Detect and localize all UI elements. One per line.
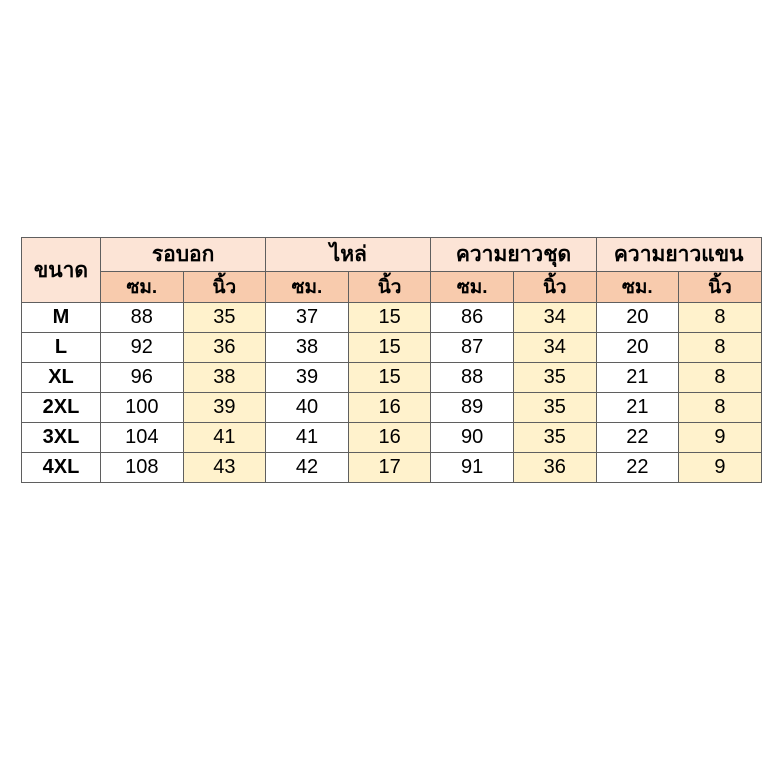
value-cell-cm: 91 [430,452,514,483]
value-cell-cm: 100 [100,392,184,423]
value-cell-inch: 8 [678,302,762,333]
value-cell-cm: 92 [100,332,184,363]
value-cell-inch: 16 [347,392,432,423]
value-cell-cm: 104 [100,422,184,453]
value-cell-cm: 39 [265,362,349,393]
value-cell-inch: 9 [678,452,762,483]
value-cell-cm: 86 [430,302,514,333]
size-cell: XL [21,362,101,393]
value-cell-cm: 87 [430,332,514,363]
value-cell-inch: 8 [678,392,762,423]
value-cell-inch: 9 [678,422,762,453]
size-cell: M [21,302,101,333]
table-row: XL 96 38 39 15 88 35 21 8 [21,362,762,393]
value-cell-cm: 21 [595,362,680,393]
group-header-row: ขนาด รอบอก ไหล่ ความยาวชุด ความยาวแขน [21,237,762,303]
unit-header-inch: นิ้ว [678,271,762,303]
value-cell-cm: 90 [430,422,514,453]
unit-header-row: ซม. นิ้ว ซม. นิ้ว ซม. นิ้ว ซม. นิ้ว [22,271,762,303]
value-cell-inch: 35 [512,392,597,423]
value-cell-inch: 35 [512,422,597,453]
value-cell-inch: 35 [182,302,267,333]
size-column-header: ขนาด [21,237,101,303]
size-cell: 4XL [21,452,101,483]
value-cell-inch: 15 [347,362,432,393]
table-row: M 88 35 37 15 86 34 20 8 [21,302,762,333]
value-cell-cm: 88 [430,362,514,393]
value-cell-cm: 38 [265,332,349,363]
group-header-chest: รอบอก [99,237,267,272]
value-cell-cm: 89 [430,392,514,423]
size-chart: ขนาด รอบอก ไหล่ ความยาวชุด ความยาวแขน ซม… [21,237,762,483]
value-cell-inch: 39 [182,392,267,423]
unit-header-inch: นิ้ว [347,271,432,303]
value-cell-inch: 15 [347,332,432,363]
value-cell-cm: 108 [100,452,184,483]
unit-header-inch: นิ้ว [512,271,597,303]
value-cell-cm: 40 [265,392,349,423]
unit-header-cm: ซม. [430,271,514,303]
value-cell-cm: 42 [265,452,349,483]
unit-header-inch: นิ้ว [182,271,267,303]
value-cell-cm: 20 [595,302,680,333]
size-chart-table: ขนาด รอบอก ไหล่ ความยาวชุด ความยาวแขน ซม… [21,237,762,483]
value-cell-inch: 35 [512,362,597,393]
value-cell-cm: 88 [100,302,184,333]
unit-header-cm: ซม. [595,271,680,303]
size-cell: 3XL [21,422,101,453]
value-cell-inch: 34 [512,332,597,363]
value-cell-inch: 43 [182,452,267,483]
unit-header-cm: ซม. [265,271,349,303]
table-row: 4XL 108 43 42 17 91 36 22 9 [21,452,762,483]
value-cell-inch: 36 [512,452,597,483]
value-cell-cm: 41 [265,422,349,453]
value-cell-cm: 96 [100,362,184,393]
table-row: L 92 36 38 15 87 34 20 8 [21,332,762,363]
table-row: 3XL 104 41 41 16 90 35 22 9 [21,422,762,453]
group-header-dress-length: ความยาวชุด [430,237,597,272]
value-cell-cm: 22 [595,452,680,483]
value-cell-inch: 34 [512,302,597,333]
value-cell-inch: 8 [678,332,762,363]
value-cell-inch: 17 [347,452,432,483]
value-cell-inch: 8 [678,362,762,393]
value-cell-cm: 20 [595,332,680,363]
value-cell-inch: 38 [182,362,267,393]
unit-header-cm: ซม. [100,271,184,303]
size-cell: L [21,332,101,363]
value-cell-inch: 41 [182,422,267,453]
value-cell-cm: 22 [595,422,680,453]
size-cell: 2XL [21,392,101,423]
group-header-sleeve-length: ความยาวแขน [595,237,762,272]
table-row: 2XL 100 39 40 16 89 35 21 8 [21,392,762,423]
value-cell-inch: 36 [182,332,267,363]
value-cell-inch: 15 [347,302,432,333]
value-cell-inch: 16 [347,422,432,453]
value-cell-cm: 21 [595,392,680,423]
value-cell-cm: 37 [265,302,349,333]
group-header-shoulder: ไหล่ [265,237,432,272]
